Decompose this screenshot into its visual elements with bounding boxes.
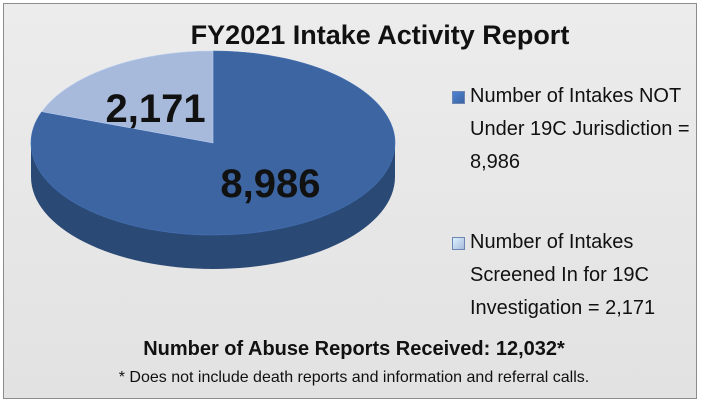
- data-label: 2,171: [105, 87, 205, 131]
- footnote: * Does not include death reports and inf…: [118, 369, 590, 386]
- data-label: 8,986: [220, 162, 320, 206]
- legend-entry: Number of Intakes Screened In for 19C In…: [470, 231, 656, 319]
- pie-slice: [41, 50, 214, 144]
- legend-swatch: [452, 237, 465, 250]
- legend-swatch: [452, 91, 465, 104]
- pie-side: [31, 143, 395, 269]
- chart-title: FY2021 Intake Activity Report: [190, 20, 570, 50]
- annotation: Number of Abuse Reports Received: 12,032…: [143, 338, 565, 360]
- legend-entry: Number of Intakes NOT Under 19C Jurisdic…: [470, 85, 690, 173]
